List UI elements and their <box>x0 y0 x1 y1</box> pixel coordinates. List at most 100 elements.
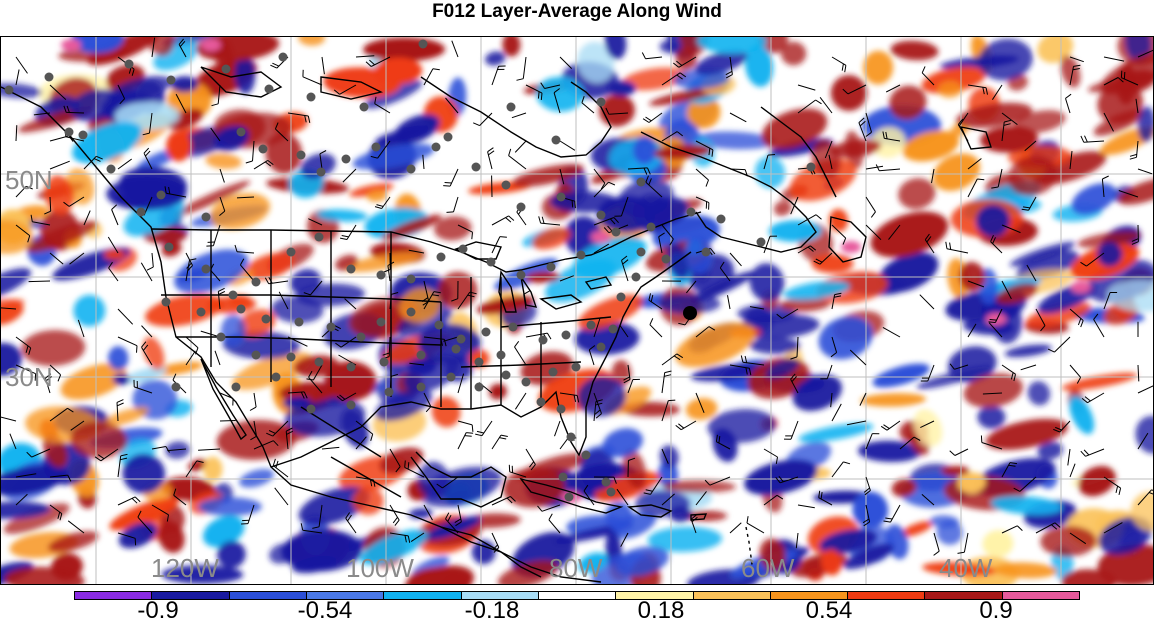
station-marker <box>502 181 511 190</box>
station-marker <box>327 323 336 332</box>
wind-barb-flag <box>472 425 473 432</box>
station-marker <box>807 163 816 172</box>
station-marker <box>272 373 281 382</box>
wind-barb-flag <box>538 92 539 99</box>
station-marker <box>380 358 389 367</box>
station-marker <box>522 378 531 387</box>
wind-barb-flag <box>447 212 454 213</box>
station-marker <box>702 248 711 257</box>
wind-barb-flag <box>443 186 450 187</box>
station-marker <box>632 273 641 282</box>
colorbar-cell <box>694 592 771 599</box>
colorbar-label-neg-0-9: -0.9 <box>137 597 178 625</box>
lon-label-80w: 80W <box>549 553 602 584</box>
station-marker <box>497 351 506 360</box>
station-marker <box>222 65 231 74</box>
station-marker <box>435 321 444 330</box>
station-marker <box>475 358 484 367</box>
station-marker <box>482 328 491 337</box>
station-marker <box>509 323 518 332</box>
station-marker <box>617 293 626 302</box>
wind-barb-flag <box>990 320 997 321</box>
station-marker <box>252 351 261 360</box>
station-marker <box>567 433 576 442</box>
station-marker <box>475 383 484 392</box>
station-marker <box>229 291 238 300</box>
station-marker <box>162 298 171 307</box>
station-marker <box>157 191 166 200</box>
wind-barb-flag <box>466 433 473 434</box>
map-title: F012 Layer-Average Along Wind <box>0 0 1154 28</box>
station-marker <box>597 343 606 352</box>
station-marker <box>342 155 351 164</box>
station-marker <box>237 305 246 314</box>
wind-barb <box>50 197 51 211</box>
station-marker <box>557 405 566 414</box>
lon-label-100w: 100W <box>346 553 414 584</box>
station-marker <box>419 40 428 49</box>
station-marker <box>417 383 426 392</box>
wind-barb-flag <box>668 400 675 401</box>
station-marker <box>459 245 468 254</box>
station-marker <box>265 85 274 94</box>
wind-barb-flag <box>137 346 138 353</box>
lat-label-50n: 50N <box>5 165 53 196</box>
highlight-station-marker <box>683 306 697 320</box>
station-marker <box>295 318 304 327</box>
wind-barb-flag <box>408 462 409 469</box>
wind-barb-flag <box>768 155 775 156</box>
station-marker <box>597 98 606 107</box>
wind-barb-flag <box>445 183 452 184</box>
station-marker <box>5 86 14 95</box>
station-marker <box>757 238 766 247</box>
station-marker <box>237 128 246 137</box>
station-marker <box>407 308 416 317</box>
map-panel: 50N 30N 120W 100W 80W 60W 40W <box>0 36 1154 585</box>
station-marker <box>565 493 574 502</box>
station-marker <box>447 373 456 382</box>
colorbar-label-neg-0-18: -0.18 <box>465 597 520 625</box>
station-marker <box>347 363 356 372</box>
wind-barb <box>730 169 745 170</box>
station-marker <box>472 163 481 172</box>
station-marker <box>347 401 356 410</box>
station-marker <box>315 233 324 242</box>
wind-barb-flag <box>989 322 996 323</box>
station-marker <box>537 398 546 407</box>
wind-barb-flag <box>405 461 406 468</box>
station-marker <box>452 345 461 354</box>
station-marker <box>252 278 261 287</box>
colorbar-cell <box>230 592 307 599</box>
station-marker <box>377 271 386 280</box>
station-marker <box>279 53 288 62</box>
station-marker <box>539 336 548 345</box>
lon-label-120w: 120W <box>151 553 219 584</box>
colorbar-cell <box>1003 592 1079 599</box>
station-marker <box>202 265 211 274</box>
lon-label-40w: 40W <box>939 553 992 584</box>
station-marker <box>65 128 74 137</box>
station-marker <box>107 165 116 174</box>
station-marker <box>437 253 446 262</box>
station-marker <box>297 151 306 160</box>
station-marker <box>307 93 316 102</box>
station-marker <box>360 103 369 112</box>
station-marker <box>662 255 671 264</box>
station-marker <box>559 473 568 482</box>
lat-label-30n: 30N <box>5 362 53 393</box>
station-marker <box>407 275 416 284</box>
station-marker <box>125 60 134 69</box>
contour-patch-max <box>591 231 611 243</box>
station-marker <box>549 368 558 377</box>
station-marker <box>137 208 146 217</box>
colorbar-label-neg-0-54: -0.54 <box>298 597 353 625</box>
station-marker <box>287 353 296 362</box>
station-marker <box>172 383 181 392</box>
station-marker <box>552 136 561 145</box>
wind-barb-flag <box>575 201 576 208</box>
wind-barb-flag <box>541 93 542 100</box>
station-marker <box>507 103 516 112</box>
station-marker <box>444 133 453 142</box>
station-marker <box>307 405 316 414</box>
contour-patch-max <box>201 39 221 51</box>
